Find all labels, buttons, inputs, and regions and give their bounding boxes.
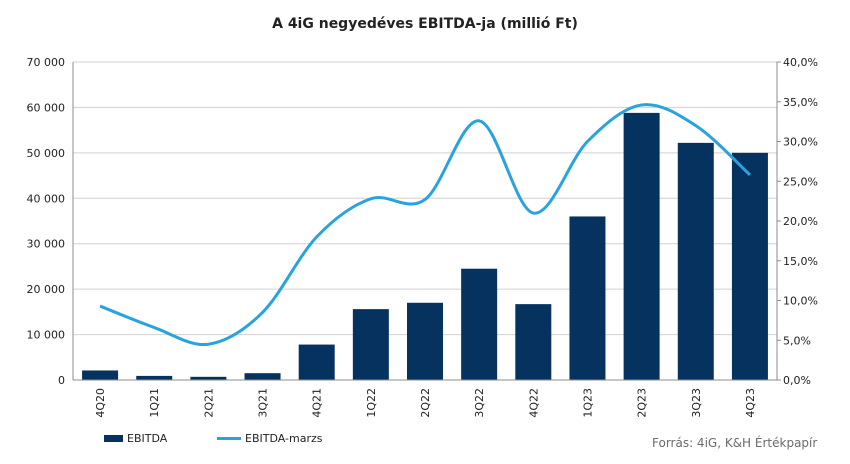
ebitda-margin-series-line (99, 103, 751, 346)
ebitda-bar (244, 373, 281, 380)
ebitda-bar (352, 309, 389, 380)
x-tick-label: 4Q23 (744, 388, 757, 418)
y-right-tick-label: 25,0% (783, 175, 818, 188)
y-left-tick-label: 70 000 (27, 56, 66, 69)
y-left-tick-label: 0 (58, 374, 65, 387)
x-tick-label: 2Q22 (419, 388, 432, 418)
ebitda-bar (515, 304, 552, 380)
y-left-tick-label: 40 000 (27, 192, 66, 205)
y-right-tick-label: 30,0% (783, 136, 818, 149)
y-right-tick-label: 0,0% (783, 374, 811, 387)
ebitda-bar (407, 302, 443, 380)
ebitda-bar (82, 370, 119, 380)
x-tick-label: 4Q20 (94, 388, 107, 418)
x-tick-label: 3Q22 (473, 388, 486, 418)
x-tick-label: 1Q22 (365, 388, 378, 418)
y-left-tick-label: 30 000 (27, 238, 66, 251)
x-tick-label: 2Q23 (636, 388, 649, 418)
x-tick-label: 1Q21 (148, 388, 161, 418)
chart-title: A 4iG negyedéves EBITDA-ja (millió Ft) (272, 16, 578, 32)
y-right-tick-label: 20,0% (783, 215, 818, 228)
y-left-tick-label: 50 000 (27, 147, 66, 160)
legend-label-ebitda: EBITDA (127, 432, 168, 445)
legend-line-swatch (217, 437, 241, 440)
x-tick-label: 3Q23 (690, 388, 703, 418)
y-right-tick-label: 35,0% (783, 96, 818, 109)
axes (72, 61, 781, 381)
y-right-tick-label: 15,0% (783, 255, 818, 268)
ebitda-bar (190, 376, 227, 380)
y-right-tick-label: 10,0% (783, 295, 818, 308)
ebitda-margin-line (99, 103, 751, 346)
ebitda-bar (731, 152, 768, 380)
ebitda-bar (298, 344, 335, 380)
ebitda-bar (677, 142, 714, 380)
ebitda-bars (82, 112, 768, 380)
x-tick-label: 4Q21 (311, 388, 324, 418)
x-tick-label: 4Q22 (527, 388, 540, 418)
y-left-tick-label: 10 000 (27, 329, 66, 342)
x-tick-label: 1Q23 (581, 388, 594, 418)
legend-item-ebitda: EBITDA (104, 432, 167, 445)
tick-labels: 0 10 000 20 000 30 000 40 000 50 000 60 000 70 … (27, 56, 818, 418)
x-tick-label: 3Q21 (257, 388, 270, 418)
legend-label-ebitda-margin: EBITDA-marzs (245, 432, 323, 445)
y-left-tick-label: 20 000 (27, 283, 66, 296)
x-tick-label: 2Q21 (202, 388, 215, 418)
ebitda-bar (569, 216, 606, 380)
y-left-tick-label: 60 000 (27, 101, 66, 114)
legend-item-ebitda-margin: EBITDA-marzs (217, 432, 322, 445)
ebitda-bar (136, 375, 173, 380)
legend-bar-swatch (104, 435, 123, 442)
ebitda-bar (623, 112, 660, 380)
source-note: Forrás: 4iG, K&H Értékpapír (652, 436, 818, 450)
y-right-tick-label: 40,0% (783, 56, 818, 69)
ebitda-bar (461, 268, 498, 380)
y-right-tick-label: 5,0% (783, 334, 811, 347)
